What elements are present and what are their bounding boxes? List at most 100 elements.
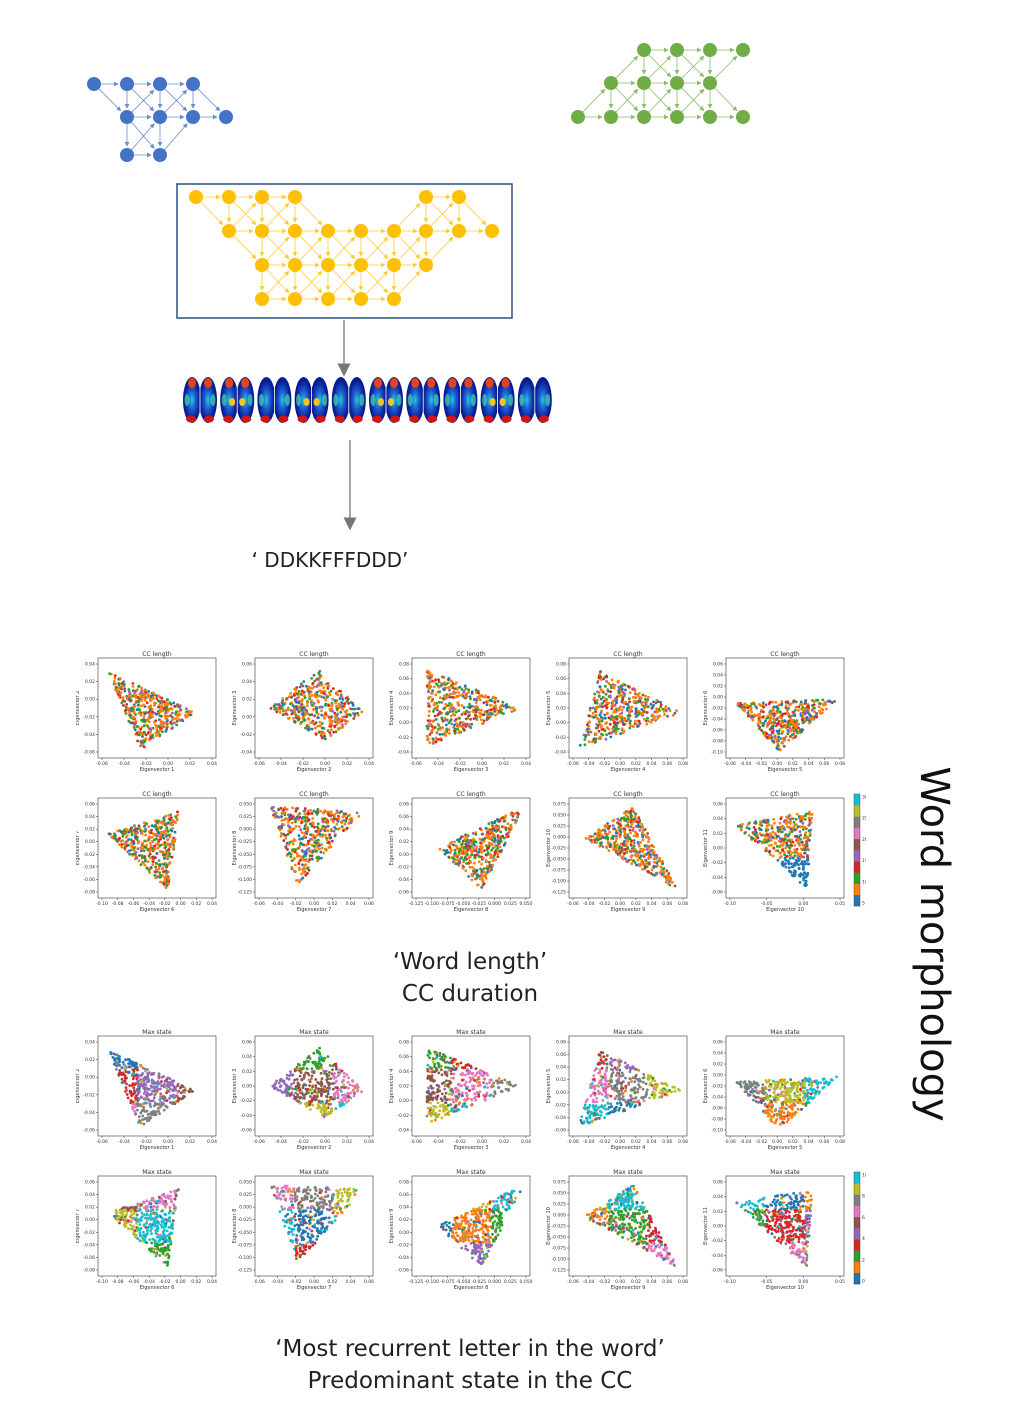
scatter-point xyxy=(427,681,431,685)
scatter-point xyxy=(159,726,162,730)
x-tick-label: -0.05 xyxy=(761,901,773,907)
scatter-point xyxy=(635,818,638,821)
scatter-point xyxy=(800,729,804,733)
scatter-point xyxy=(636,693,640,697)
scatter-point xyxy=(626,810,630,813)
scatter-point xyxy=(119,691,123,695)
scatter-point xyxy=(297,710,301,714)
scatter-point xyxy=(159,880,162,884)
scatter-point xyxy=(148,697,152,701)
brain-map xyxy=(406,377,441,423)
scatter-point xyxy=(165,701,168,705)
activation-spot xyxy=(221,394,227,406)
scatter-point xyxy=(429,719,432,722)
scatter-point xyxy=(164,717,168,720)
scatter-point xyxy=(644,694,647,698)
x-tick-label: -0.02 xyxy=(159,901,171,907)
scatter-points xyxy=(269,670,364,741)
scatter-point xyxy=(175,720,179,723)
scatter-point xyxy=(117,695,121,698)
scatter-point xyxy=(162,857,166,860)
scatter-point xyxy=(488,852,492,856)
x-axis-label: Eigenvector 7 xyxy=(297,907,332,913)
scatter-point xyxy=(486,846,489,850)
scatter-point xyxy=(139,727,143,731)
scatter-point xyxy=(316,846,320,849)
node xyxy=(604,110,618,124)
scatter-point xyxy=(310,812,314,815)
scatter-point xyxy=(131,715,135,719)
scatter-point xyxy=(320,843,324,846)
scatter-point xyxy=(787,866,791,870)
scatter-point xyxy=(605,726,609,729)
scatter-point xyxy=(625,838,628,842)
scatter-point xyxy=(649,872,653,875)
scatter-point xyxy=(444,695,447,699)
scatter-point xyxy=(159,826,163,830)
scatter-point xyxy=(614,728,617,732)
x-tick-label: 0.02 xyxy=(191,901,201,907)
scatter-point xyxy=(113,676,117,680)
scatter-point xyxy=(161,866,165,870)
scatter-point xyxy=(320,709,323,713)
scatter-point xyxy=(148,835,151,839)
scatter-point xyxy=(641,828,645,832)
edge xyxy=(266,236,290,261)
scatter-point xyxy=(329,725,333,728)
y-tick-label: -0.04 xyxy=(711,875,723,881)
scatter-point xyxy=(781,741,784,745)
scatter-point xyxy=(342,704,346,708)
scatter-point xyxy=(150,824,154,828)
scatter-point xyxy=(188,709,191,713)
scatter-point xyxy=(299,706,303,710)
scatter-point xyxy=(457,691,460,694)
scatter-point xyxy=(490,838,494,842)
scatter-point xyxy=(504,828,508,832)
scatter-point xyxy=(756,722,760,725)
scatter-point xyxy=(289,702,292,706)
scatter-point xyxy=(454,691,457,695)
scatter-point xyxy=(474,833,478,836)
scatter-point xyxy=(346,720,349,723)
y-tick-label: -0.04 xyxy=(83,732,95,738)
scatter-point xyxy=(129,716,133,719)
brain-hemisphere-left xyxy=(406,377,425,423)
x-axis-label: Eigenvector 1 xyxy=(140,767,175,773)
scatter-point xyxy=(429,679,433,683)
scatter-point xyxy=(344,696,348,700)
scatter-point xyxy=(593,699,597,703)
x-tick-label: 0.02 xyxy=(499,761,509,767)
scatter-point xyxy=(825,707,828,711)
scatter-point xyxy=(493,705,496,708)
scatter-point xyxy=(801,873,805,877)
scatter-point xyxy=(750,702,754,706)
scatter-point xyxy=(618,853,622,857)
brain-hemisphere-left xyxy=(443,377,462,423)
scatter-point xyxy=(293,839,297,842)
scatter-point xyxy=(500,711,503,715)
scatter-point xyxy=(798,881,802,884)
scatter-point xyxy=(632,810,636,814)
scatter-point xyxy=(481,856,485,860)
scatter-point xyxy=(317,731,321,734)
scatter-point xyxy=(622,705,625,709)
scatter-point xyxy=(462,691,465,694)
scatter-point xyxy=(772,846,776,850)
scatter-point xyxy=(490,865,494,869)
x-tick-label: -0.04 xyxy=(583,761,595,767)
scatter-point xyxy=(482,882,486,885)
scatter-point xyxy=(763,841,766,844)
scatter-point xyxy=(141,1118,144,1122)
scatter-point xyxy=(635,714,639,718)
scatter-point xyxy=(623,717,626,720)
x-tick-label: 0.04 xyxy=(804,761,814,767)
scatter-point xyxy=(153,704,156,707)
scatter-point xyxy=(139,711,143,715)
scatter-point xyxy=(642,853,646,857)
scatter-point xyxy=(452,726,456,729)
scatter-point xyxy=(470,845,473,848)
x-tick-label: -0.04 xyxy=(118,761,130,767)
scatter-point xyxy=(475,874,479,878)
scatter-point xyxy=(317,671,321,675)
scatter-point xyxy=(476,696,480,699)
